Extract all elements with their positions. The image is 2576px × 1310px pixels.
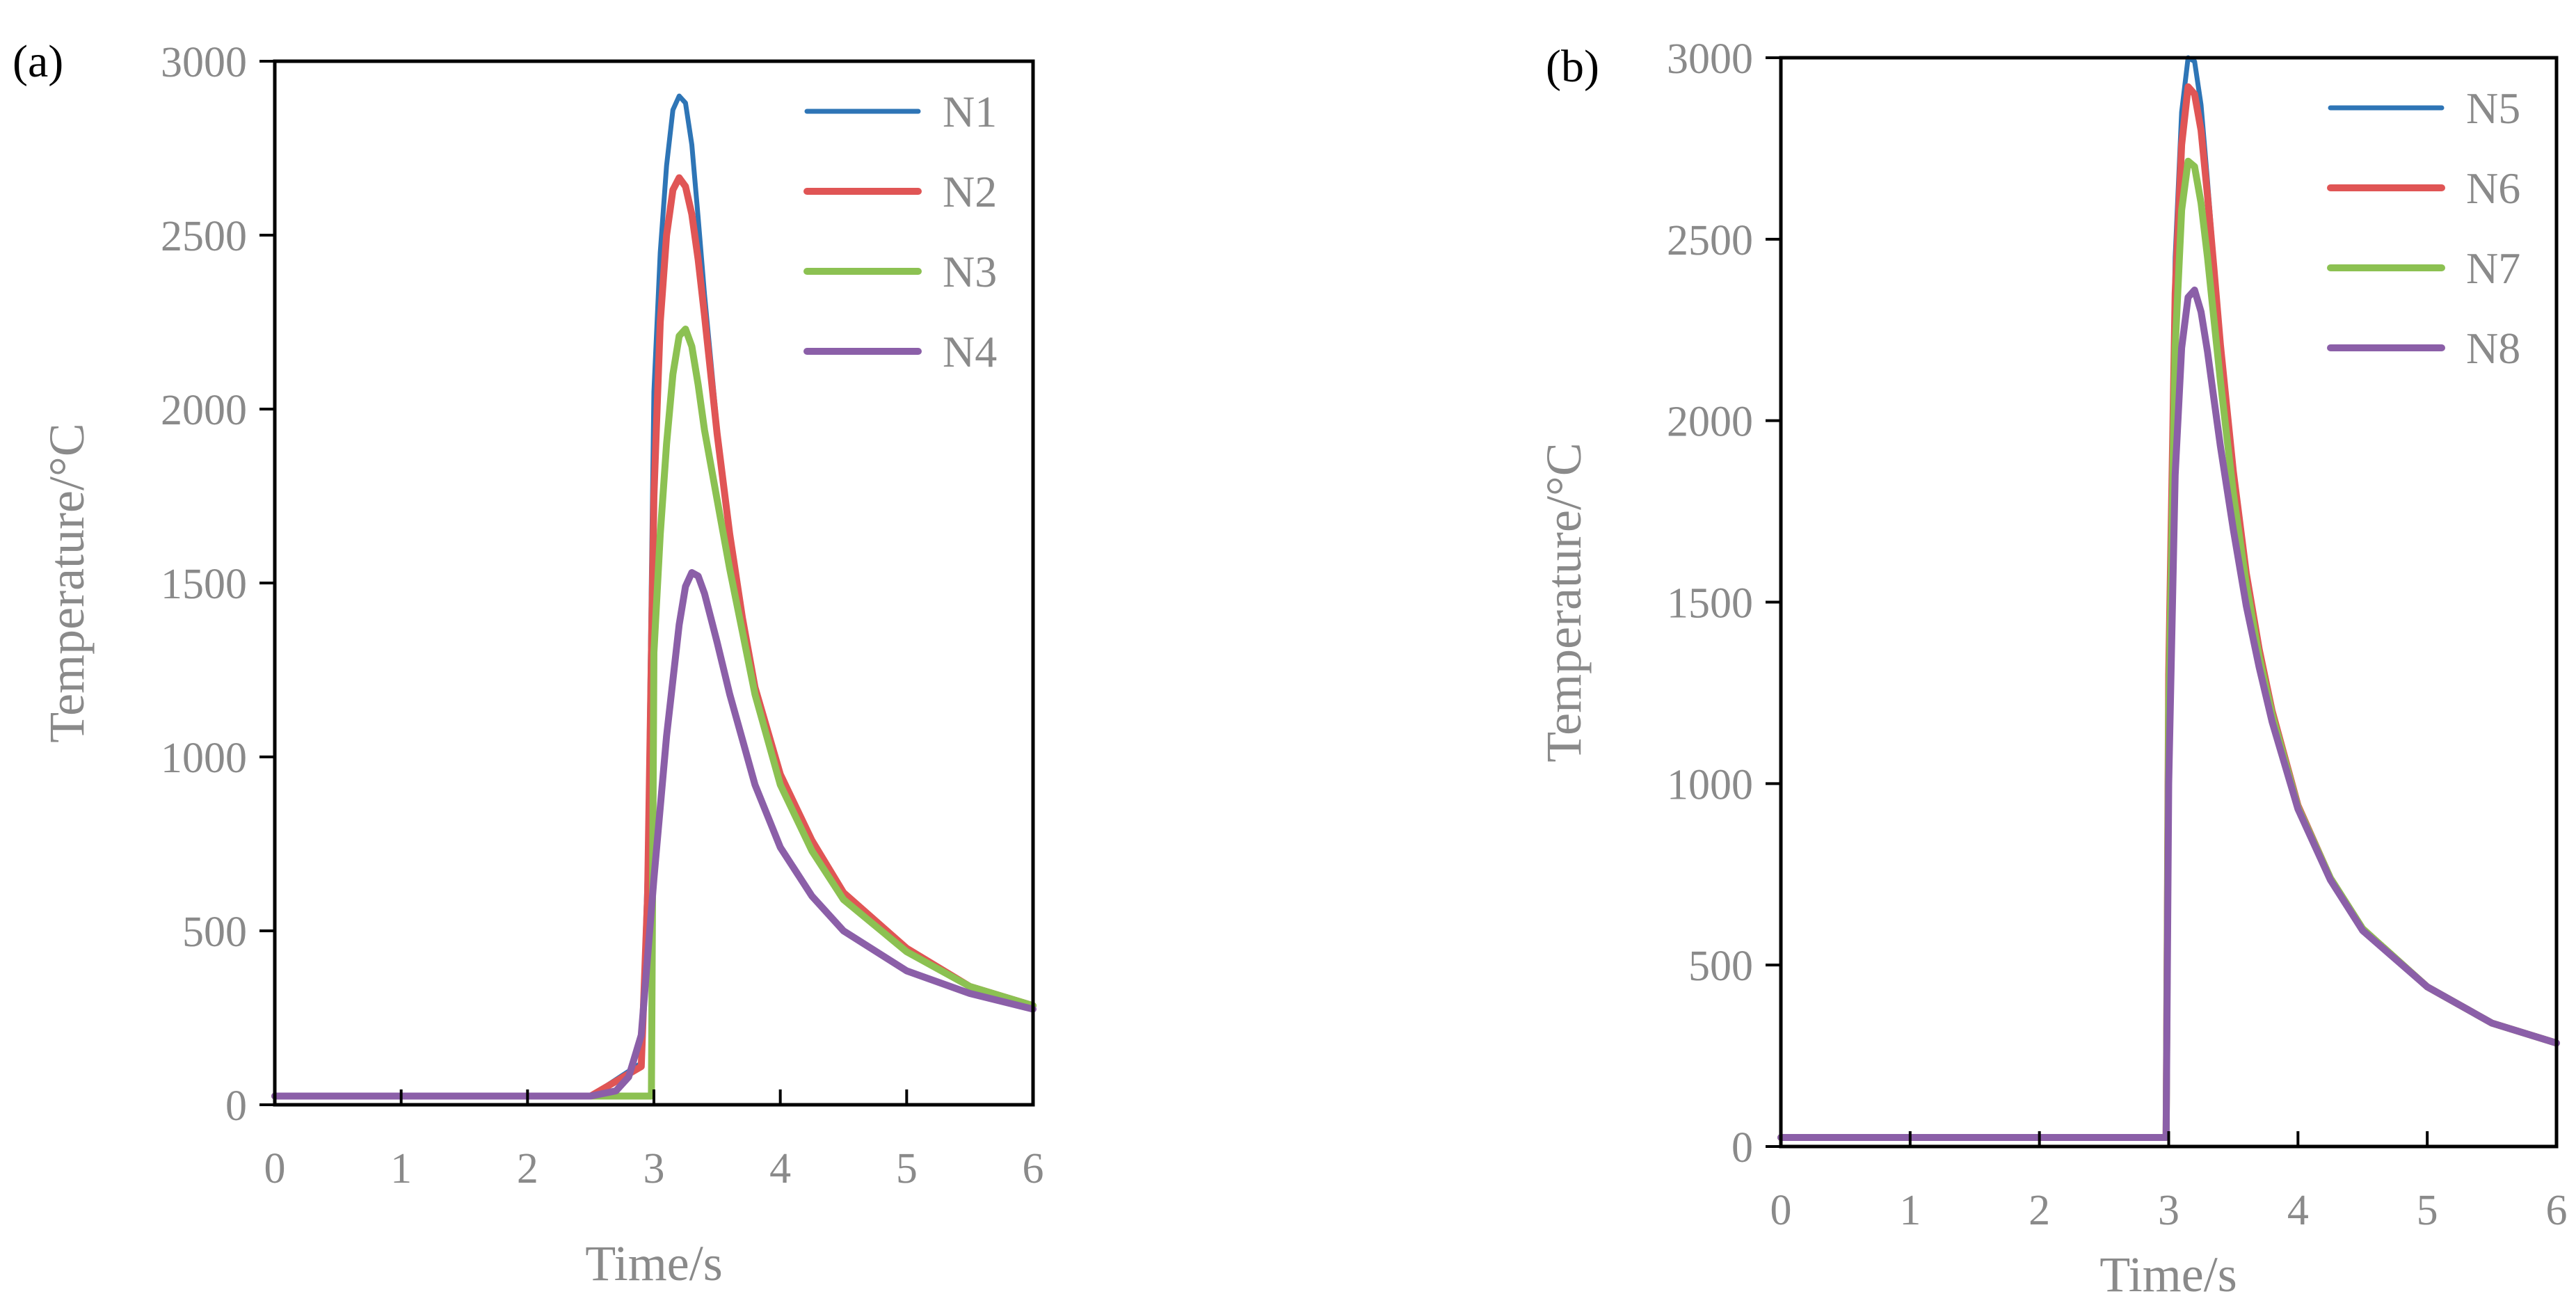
x-tick-label: 0 [1770, 1187, 1792, 1234]
x-tick-label: 5 [2417, 1187, 2438, 1234]
x-tick-label: 1 [1899, 1187, 1921, 1234]
y-tick-label: 500 [182, 909, 247, 956]
y-tick-label: 1000 [1667, 761, 1753, 808]
y-tick-label: 1500 [1667, 580, 1753, 628]
legend-label-n5: N5 [2466, 83, 2520, 133]
y-tick-label: 2500 [161, 213, 247, 260]
y-axis-label-b: Temperature/°C [1536, 442, 1592, 762]
y-tick-label: 3000 [1667, 35, 1753, 83]
legend-label-n1: N1 [943, 87, 997, 136]
x-tick-label: 4 [2287, 1187, 2309, 1234]
y-tick-label: 0 [1731, 1124, 1753, 1172]
x-tick-label: 3 [643, 1145, 665, 1192]
x-tick-label: 2 [2029, 1187, 2050, 1234]
legend-label-n6: N6 [2466, 163, 2520, 213]
x-axis-label-a: Time/s [585, 1236, 722, 1291]
y-tick-label: 1000 [161, 735, 247, 782]
y-tick-label: 2500 [1667, 217, 1753, 264]
chart-panel-a: (a) Temperature/°C Time/s 0 1 2 3 4 5 6 0 500 100… [13, 36, 1044, 1291]
y-tick-label: 3000 [161, 39, 247, 86]
y-tick-label: 1500 [161, 561, 247, 608]
x-tick-label: 1 [390, 1145, 412, 1192]
x-tick-label: 3 [2158, 1187, 2179, 1234]
panel-label-b: (b) [1546, 41, 1599, 92]
x-tick-label: 5 [896, 1145, 918, 1192]
legend-label-n4: N4 [943, 327, 997, 376]
x-tick-label: 2 [517, 1145, 538, 1192]
series-line-n4 [271, 569, 1037, 1100]
y-tick-label: 500 [1688, 943, 1753, 990]
x-tick-label: 4 [769, 1145, 791, 1192]
legend-label-n7: N7 [2466, 243, 2520, 293]
x-tick-label: 0 [264, 1145, 286, 1192]
panel-label-a: (a) [13, 36, 63, 87]
y-axis-label-a: Temperature/°C [39, 423, 95, 743]
x-tick-label: 6 [1023, 1145, 1044, 1192]
chart-panel-b: (b) Temperature/°C Time/s 0 1 2 3 4 5 6 0 500 100… [1536, 35, 2568, 1302]
series-line-n8 [1777, 286, 2560, 1141]
y-tick-label: 2000 [161, 387, 247, 434]
x-tick-label: 6 [2546, 1187, 2568, 1234]
y-tick-label: 0 [225, 1083, 247, 1130]
x-axis-label-b: Time/s [2099, 1247, 2237, 1302]
legend-label-n2: N2 [943, 167, 997, 216]
series-line-n3 [271, 326, 1037, 1100]
legend-label-n3: N3 [943, 247, 997, 296]
y-tick-label: 2000 [1667, 399, 1753, 446]
legend-label-n8: N8 [2466, 323, 2520, 373]
